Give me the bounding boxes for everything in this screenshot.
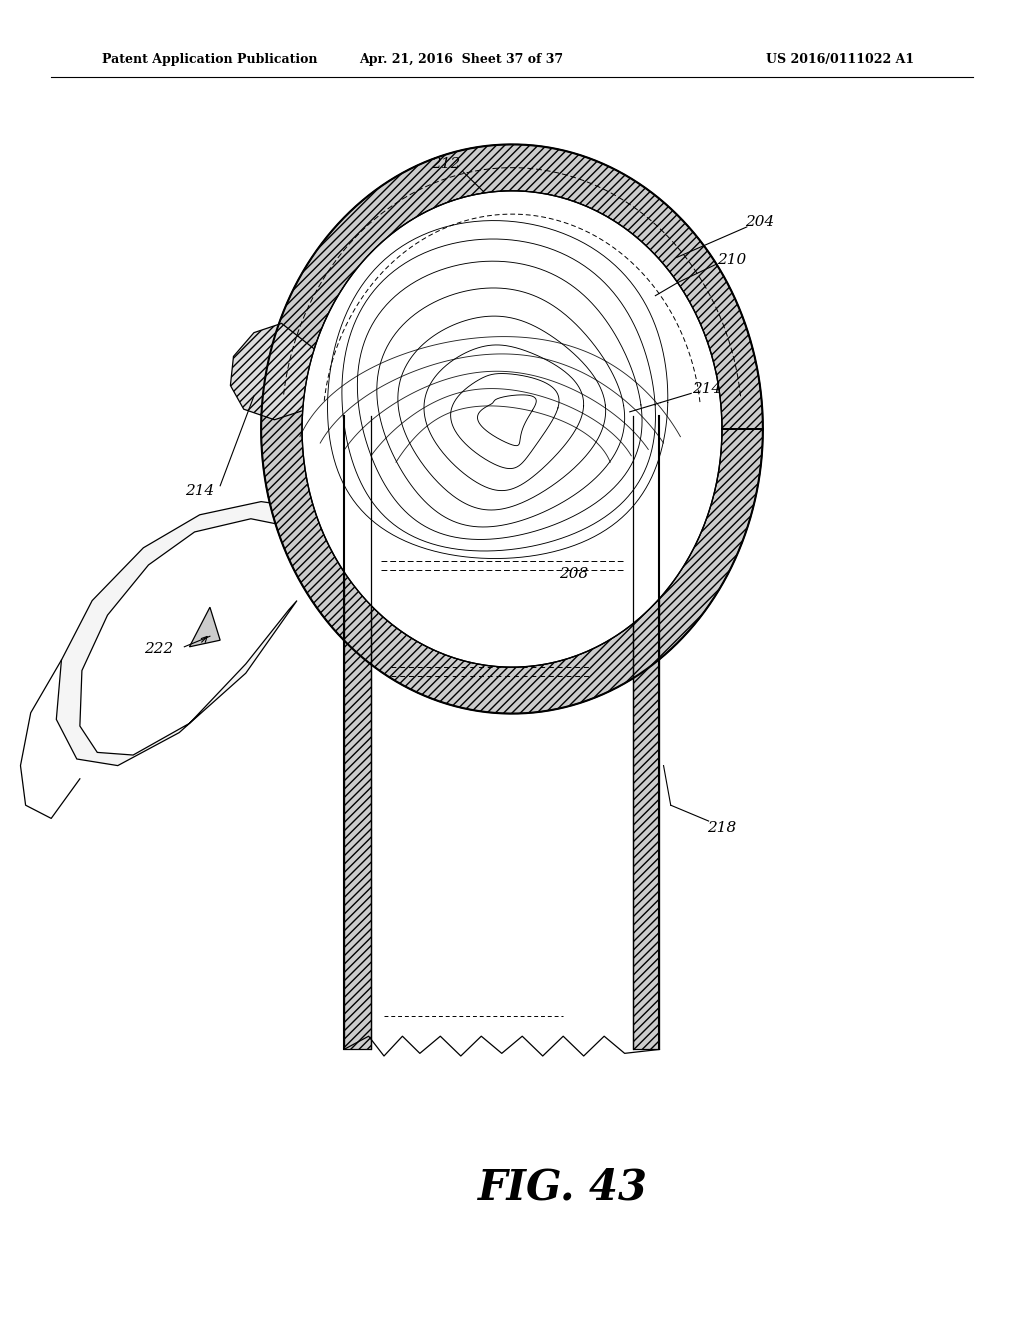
- Text: FIG. 43: FIG. 43: [478, 1167, 648, 1209]
- Polygon shape: [56, 502, 307, 766]
- Text: 218: 218: [708, 821, 736, 834]
- Text: 214: 214: [185, 484, 214, 498]
- Text: Apr. 21, 2016  Sheet 37 of 37: Apr. 21, 2016 Sheet 37 of 37: [358, 53, 563, 66]
- Text: 210: 210: [718, 253, 746, 267]
- Text: 214: 214: [692, 383, 721, 396]
- Text: 208: 208: [559, 568, 588, 581]
- Text: 212: 212: [431, 157, 460, 170]
- Ellipse shape: [302, 191, 722, 667]
- Polygon shape: [633, 416, 659, 1049]
- Text: Patent Application Publication: Patent Application Publication: [102, 53, 317, 66]
- Polygon shape: [344, 416, 371, 1049]
- Polygon shape: [371, 416, 633, 1049]
- Text: 204: 204: [745, 215, 774, 228]
- Text: 222: 222: [144, 643, 173, 656]
- Polygon shape: [189, 607, 220, 647]
- Text: US 2016/0111022 A1: US 2016/0111022 A1: [766, 53, 913, 66]
- Polygon shape: [261, 144, 763, 714]
- Polygon shape: [659, 469, 684, 521]
- Polygon shape: [230, 323, 315, 420]
